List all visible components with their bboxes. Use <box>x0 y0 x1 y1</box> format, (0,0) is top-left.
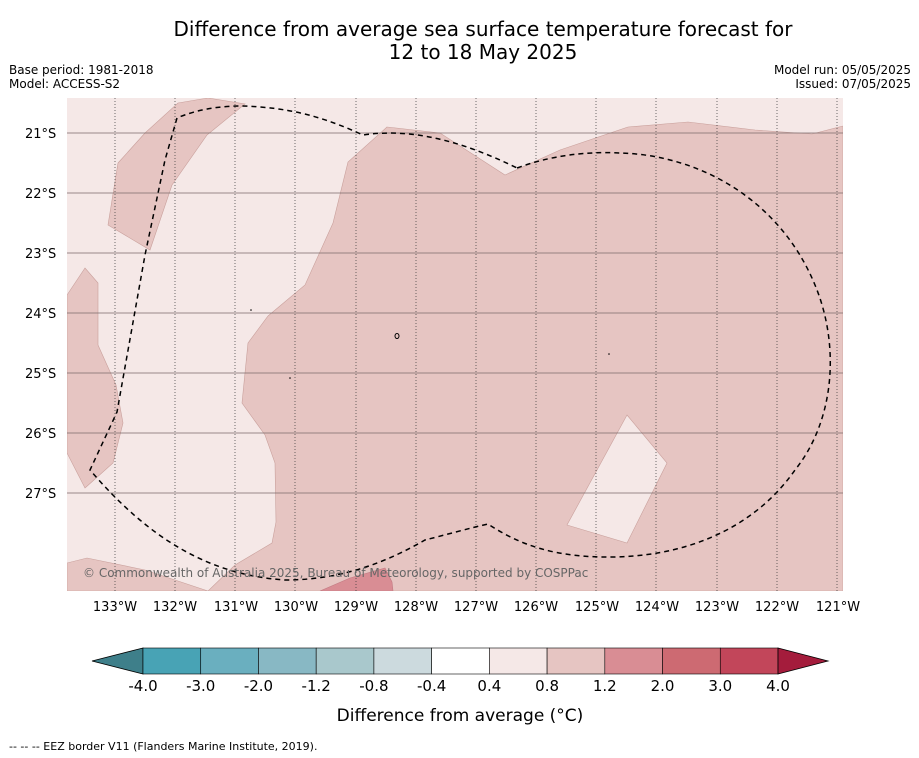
eez-footnote: -- -- -- EEZ border V11 (Flanders Marine… <box>9 740 318 753</box>
colorbar-tick-label: -1.2 <box>302 677 331 695</box>
title-line-1: Difference from average sea surface temp… <box>173 17 793 41</box>
lon-label: 123°W <box>695 600 739 615</box>
lon-label: 121°W <box>816 600 860 615</box>
lon-label: 132°W <box>153 600 197 615</box>
metadata-left: Base period: 1981-2018 Model: ACCESS-S2 <box>9 63 154 91</box>
latitude-labels: 21°S 22°S 23°S 24°S 25°S 26°S 27°S <box>25 127 56 502</box>
lon-label: 124°W <box>635 600 679 615</box>
colorbar-under-arrow <box>91 647 144 675</box>
lon-label: 133°W <box>93 600 137 615</box>
lon-label: 127°W <box>454 600 498 615</box>
title-line-2: 12 to 18 May 2025 <box>388 40 578 64</box>
model-run-text: Model run: 05/05/2025 <box>773 63 911 77</box>
colorbar-swatch <box>373 647 432 675</box>
colorbar-swatch <box>200 647 259 675</box>
lat-label: 21°S <box>25 127 56 142</box>
lon-label: 126°W <box>514 600 558 615</box>
anomaly-band-nw-patch <box>107 98 246 251</box>
colorbar-swatch <box>431 647 490 675</box>
anomaly-band-sw-patch <box>67 557 209 591</box>
colorbar-tick-label: -0.4 <box>417 677 446 695</box>
colorbar-swatch <box>142 647 202 675</box>
latitude-gridlines <box>67 132 843 494</box>
map-title: Difference from average sea surface temp… <box>0 18 919 64</box>
colorbar-tick-label: -4.0 <box>128 677 157 695</box>
anomaly-band-1-2-2-0 <box>319 567 394 591</box>
colorbar-tick-label: 1.2 <box>593 677 617 695</box>
lon-label: 131°W <box>214 600 258 615</box>
colorbar-tick-label: -3.0 <box>186 677 215 695</box>
colorbar-tick-label: 4.0 <box>766 677 790 695</box>
lon-label: 129°W <box>334 600 378 615</box>
base-period-text: Base period: 1981-2018 <box>9 63 154 77</box>
anomaly-band-0-8-1-2-main <box>207 121 843 591</box>
eez-border <box>89 105 832 581</box>
colorbar-swatch <box>315 647 375 675</box>
colorbar: -4.0 -3.0 -2.0 -1.2 -0.8 -0.4 0.4 0.8 1.2 2.0 3.0 4… <box>91 647 830 695</box>
lat-label: 27°S <box>25 487 56 502</box>
lat-label: 26°S <box>25 427 56 442</box>
colorbar-swatch <box>662 647 721 675</box>
colorbar-swatch <box>258 647 317 675</box>
colorbar-tick-label: -0.8 <box>359 677 388 695</box>
colorbar-tick-label: 2.0 <box>651 677 675 695</box>
island-marker <box>289 377 291 379</box>
colorbar-over-arrow <box>777 647 830 675</box>
lat-label: 22°S <box>25 187 56 202</box>
lon-label: 128°W <box>394 600 438 615</box>
metadata-right: Model run: 05/05/2025 Issued: 07/05/2025 <box>774 63 911 91</box>
colorbar-swatch <box>719 647 779 675</box>
colorbar-swatch <box>489 647 548 675</box>
colorbar-tick-label: 0.8 <box>535 677 559 695</box>
lat-label: 25°S <box>25 367 56 382</box>
lon-label: 122°W <box>755 600 799 615</box>
map-area: © Commonwealth of Australia 2025, Bureau… <box>67 98 843 591</box>
lon-label: 130°W <box>274 600 318 615</box>
island-marker <box>394 333 400 339</box>
colorbar-swatch <box>604 647 663 675</box>
longitude-labels: 133°W 132°W 131°W 130°W 129°W 128°W 127°… <box>93 600 860 615</box>
lat-label: 23°S <box>25 247 56 262</box>
issued-text: Issued: 07/05/2025 <box>795 77 911 91</box>
colorbar-swatch <box>546 647 606 675</box>
lon-label: 125°W <box>575 600 619 615</box>
model-text: Model: ACCESS-S2 <box>9 77 121 91</box>
island-marker <box>608 353 610 355</box>
anomaly-enclave <box>566 414 668 544</box>
island-marker <box>250 309 252 311</box>
copyright-text: © Commonwealth of Australia 2025, Bureau… <box>83 566 588 580</box>
colorbar-tick-label: 3.0 <box>708 677 732 695</box>
colorbar-tick-label: 0.4 <box>477 677 501 695</box>
lat-label: 24°S <box>25 307 56 322</box>
longitude-gridlines <box>114 98 838 591</box>
colorbar-title: Difference from average (°C) <box>337 706 584 726</box>
colorbar-tick-label: -2.0 <box>244 677 273 695</box>
